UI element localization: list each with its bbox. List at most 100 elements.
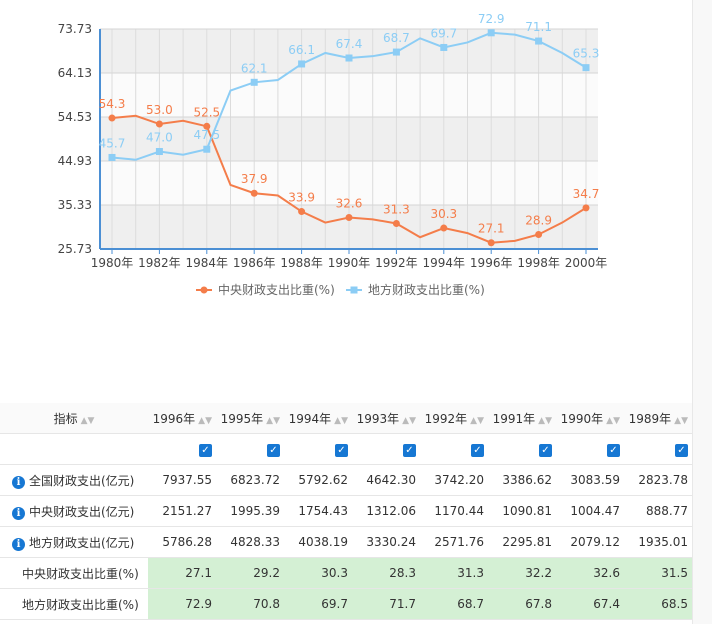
table-cell: 6823.72	[216, 464, 284, 496]
row-label: 地方财政支出(亿元)	[29, 535, 135, 550]
data-point	[535, 37, 543, 45]
data-point	[535, 230, 543, 238]
y-tick-label: 54.53	[58, 110, 92, 124]
scrollbar[interactable]	[692, 0, 712, 624]
table-cell: 2823.78	[624, 464, 692, 496]
y-tick-label: 35.33	[58, 198, 92, 212]
table-cell: 3742.20	[420, 464, 488, 496]
info-icon[interactable]: i	[12, 537, 25, 551]
data-point	[298, 208, 306, 216]
sort-icon[interactable]: ▲▼	[402, 415, 416, 426]
data-point	[108, 153, 116, 161]
data-point	[250, 189, 258, 197]
x-tick-label: 2000年	[565, 256, 608, 270]
table-cell: 30.3	[284, 557, 352, 589]
checkbox-checked-icon[interactable]: ✓	[199, 443, 212, 457]
year-header-label: 1991年	[492, 411, 536, 426]
year-header[interactable]: 1994年 ▲▼	[284, 403, 352, 434]
year-header-label: 1989年	[628, 411, 672, 426]
table-cell: 1312.06	[352, 495, 420, 527]
sort-icon[interactable]: ▲▼	[606, 415, 620, 426]
data-point	[440, 224, 448, 232]
data-label: 47.0	[146, 131, 173, 145]
sort-icon[interactable]: ▲▼	[674, 415, 688, 426]
data-table-container: 指标 ▲▼ 1996年 ▲▼ 1995年 ▲▼ 1994年 ▲▼ 1993年 ▲▼ 1992年 ▲▼…	[0, 403, 692, 620]
table-cell: 2295.81	[488, 526, 556, 558]
data-label: 34.7	[573, 187, 600, 201]
table-cell: 2151.27	[148, 495, 216, 527]
table-cell: 28.3	[352, 557, 420, 589]
data-point	[440, 43, 448, 51]
sort-icon[interactable]: ▲▼	[470, 415, 484, 426]
data-label: 72.9	[478, 12, 505, 26]
year-header[interactable]: 1990年 ▲▼	[556, 403, 624, 434]
row-label-cell: 地方财政支出比重(%)	[0, 588, 148, 620]
info-icon[interactable]: i	[12, 506, 25, 520]
sort-icon[interactable]: ▲▼	[334, 415, 348, 426]
info-icon[interactable]: i	[12, 475, 25, 489]
table-cell: 32.2	[488, 557, 556, 589]
year-header[interactable]: 1993年 ▲▼	[352, 403, 420, 434]
sort-icon[interactable]: ▲▼	[538, 415, 552, 426]
sort-icon[interactable]: ▲▼	[80, 415, 95, 426]
column-checkbox-cell: ✓	[420, 433, 488, 465]
table-row: i 全国财政支出(亿元) 7937.55 6823.72 5792.62 4642.30 3…	[0, 464, 692, 496]
table-cell: 1004.47	[556, 495, 624, 527]
year-header[interactable]: 1991年 ▲▼	[488, 403, 556, 434]
y-tick-label: 25.73	[58, 242, 92, 256]
table-cell: 1754.43	[284, 495, 352, 527]
data-label: 30.3	[430, 207, 457, 221]
table-cell: 67.4	[556, 588, 624, 620]
year-header[interactable]: 1989年 ▲▼	[624, 403, 692, 434]
checkbox-row-label	[0, 433, 148, 465]
table-cell: 67.8	[488, 588, 556, 620]
data-label: 66.1	[288, 43, 315, 57]
data-point	[345, 54, 353, 62]
legend-marker-central	[200, 286, 208, 294]
year-header[interactable]: 1995年 ▲▼	[216, 403, 284, 434]
x-tick-label: 1980年	[91, 256, 134, 270]
data-point	[487, 29, 495, 37]
data-label: 53.0	[146, 103, 173, 117]
data-point	[392, 219, 400, 227]
data-table: 指标 ▲▼ 1996年 ▲▼ 1995年 ▲▼ 1994年 ▲▼ 1993年 ▲▼ 1992年 ▲▼…	[0, 403, 692, 620]
data-label: 47.5	[193, 128, 220, 142]
checkbox-checked-icon[interactable]: ✓	[403, 443, 416, 457]
year-header[interactable]: 1996年 ▲▼	[148, 403, 216, 434]
legend-label-local: 地方财政支出比重(%)	[368, 282, 485, 297]
data-point	[250, 78, 258, 86]
checkbox-checked-icon[interactable]: ✓	[335, 443, 348, 457]
checkbox-checked-icon[interactable]: ✓	[607, 443, 620, 457]
table-cell: 888.77	[624, 495, 692, 527]
row-label-cell: 中央财政支出比重(%)	[0, 557, 148, 589]
checkbox-checked-icon[interactable]: ✓	[539, 443, 552, 457]
table-cell: 70.8	[216, 588, 284, 620]
sort-icon[interactable]: ▲▼	[266, 415, 280, 426]
legend-label-central: 中央财政支出比重(%)	[218, 282, 335, 297]
checkbox-checked-icon[interactable]: ✓	[675, 443, 688, 457]
y-tick-label: 73.73	[58, 22, 92, 36]
data-label: 67.4	[336, 37, 363, 51]
table-cell: 69.7	[284, 588, 352, 620]
x-tick-label: 1992年	[375, 256, 418, 270]
table-cell: 1935.01	[624, 526, 692, 558]
table-cell: 5792.62	[284, 464, 352, 496]
data-label: 65.3	[573, 47, 600, 61]
checkbox-row: ✓ ✓ ✓ ✓ ✓ ✓ ✓ ✓	[0, 433, 692, 465]
data-point	[203, 122, 211, 130]
table-cell: 4038.19	[284, 526, 352, 558]
data-point	[392, 48, 400, 56]
legend-marker-local	[350, 286, 358, 294]
data-point	[582, 64, 590, 72]
data-point	[582, 204, 590, 212]
data-label: 69.7	[430, 26, 457, 40]
row-label: 中央财政支出比重(%)	[22, 566, 139, 581]
checkbox-checked-icon[interactable]: ✓	[267, 443, 280, 457]
table-cell: 29.2	[216, 557, 284, 589]
year-header[interactable]: 1992年 ▲▼	[420, 403, 488, 434]
indicator-header-label: 指标	[53, 411, 78, 426]
sort-icon[interactable]: ▲▼	[198, 415, 212, 426]
indicator-header[interactable]: 指标 ▲▼	[0, 403, 148, 434]
year-header-label: 1994年	[288, 411, 332, 426]
checkbox-checked-icon[interactable]: ✓	[471, 443, 484, 457]
